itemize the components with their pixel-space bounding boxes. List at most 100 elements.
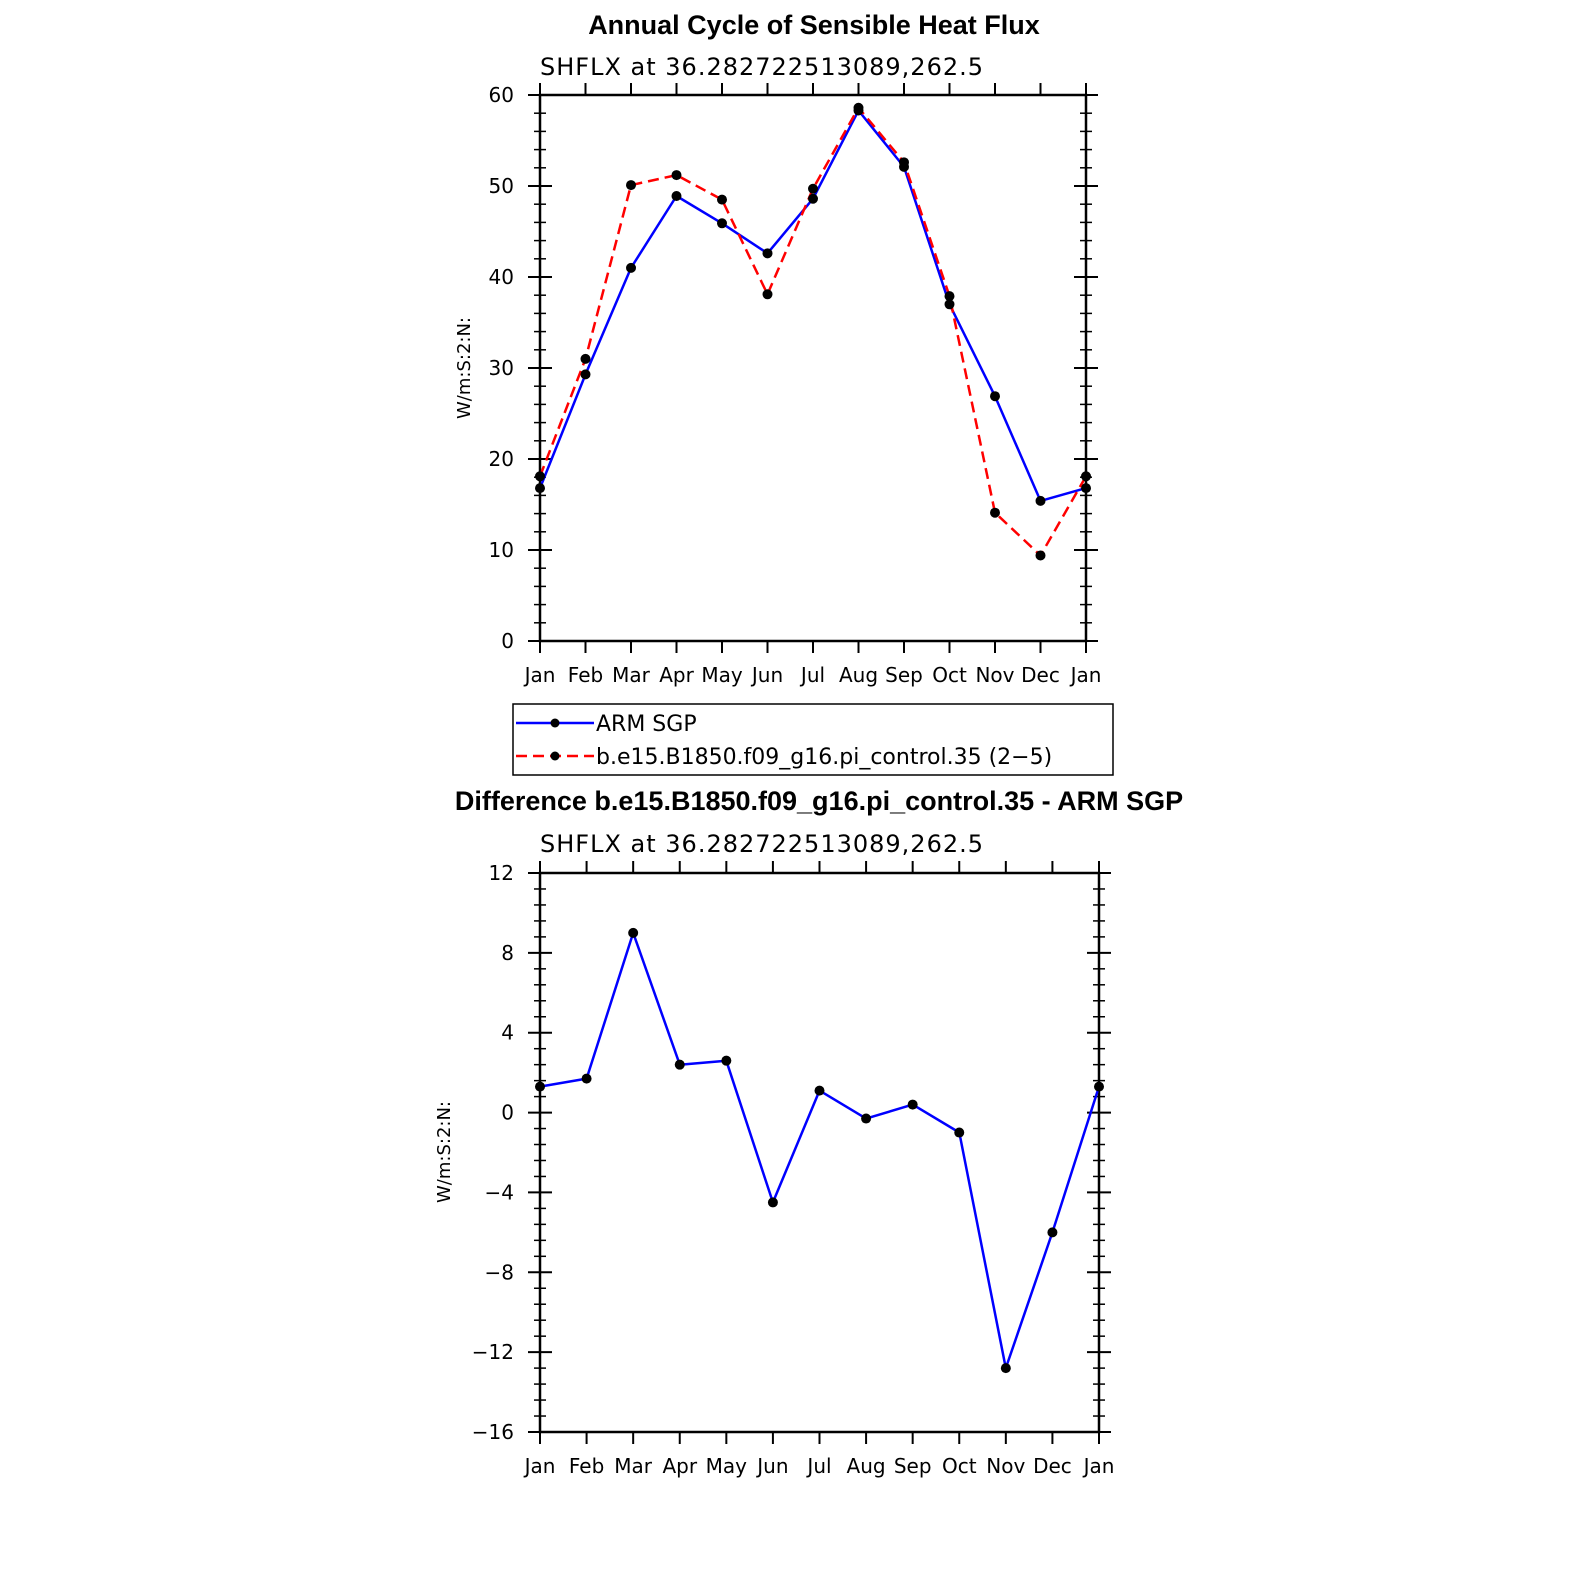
bottom-chart-y-tick-label: −8 <box>485 1260 514 1284</box>
top-chart-series-1-point <box>853 102 864 113</box>
top-chart-y-tick-label: 40 <box>489 265 514 289</box>
bottom-chart-y-tick-label: −4 <box>485 1180 514 1204</box>
bottom-chart-x-tick-label: Mar <box>614 1454 653 1478</box>
top-chart-x-tick-label: Feb <box>568 663 603 687</box>
bottom-chart-series-0-point <box>814 1085 825 1096</box>
bottom-chart-x-tick-label: Sep <box>894 1454 932 1478</box>
top-chart-x-tick-label: Oct <box>932 663 967 687</box>
top-chart-series-1-point <box>762 289 773 300</box>
top-chart-x-tick-label: Aug <box>839 663 878 687</box>
top-chart-series-0-point <box>626 262 636 273</box>
bottom-chart-series-0-point <box>535 1081 545 1092</box>
top-chart-legend: ARM SGP b.e15.B1850.f09_g16.pi_control.3… <box>512 703 1114 776</box>
top-chart-series-0-point <box>535 483 545 494</box>
bottom-chart-x-tick-label: Oct <box>942 1454 977 1478</box>
bottom-chart-series-0-point <box>907 1099 918 1110</box>
bottom-chart-x-tick-label: Apr <box>662 1454 697 1478</box>
top-chart-subtitle: SHFLX at 36.282722513089,262.5 <box>540 53 984 81</box>
top-chart-series-1-line <box>538 106 1088 557</box>
top-chart-x-tick-label: Jun <box>750 663 783 687</box>
bottom-chart-x-tick-label: Feb <box>569 1454 604 1478</box>
top-chart-y-axis-label: W/m:S:2:N: <box>454 317 475 419</box>
top-chart-y-tick-label: 20 <box>489 447 514 471</box>
bottom-chart-series-0-point <box>1094 1081 1104 1092</box>
top-chart-series-0-point <box>671 191 682 202</box>
top-chart-x-tick-label: Dec <box>1021 663 1060 687</box>
top-chart-y-tick-label: 30 <box>489 356 514 380</box>
bottom-chart-series-0-point <box>954 1127 965 1138</box>
top-chart-series-0-point <box>762 248 773 259</box>
top-chart-series-1-point <box>717 194 727 205</box>
top-chart-series-1-point <box>990 507 1000 518</box>
bottom-chart-series-0-point <box>674 1059 685 1070</box>
top-chart-x-tick-label: Jan <box>523 663 556 687</box>
top-chart-series-0-point <box>990 391 1000 402</box>
bottom-chart-series-0-point <box>767 1197 778 1208</box>
legend-label-model: b.e15.B1850.f09_g16.pi_control.35 (2−5) <box>596 745 1052 770</box>
top-chart-x-tick-label: Nov <box>975 663 1014 687</box>
bottom-chart-y-tick-label: −12 <box>472 1340 514 1364</box>
top-chart-title: Annual Cycle of Sensible Heat Flux <box>588 10 1040 40</box>
top-chart-series-1-point <box>535 471 545 482</box>
bottom-chart-y-tick-label: 0 <box>501 1101 514 1125</box>
bottom-chart-x-tick-label: Aug <box>847 1454 886 1478</box>
bottom-chart-axes: Jan Feb Mar Apr May Jun Jul Aug Sep Oct Nov Dec Jan−… <box>472 861 1115 1478</box>
bottom-chart-x-tick-label: Nov <box>986 1454 1025 1478</box>
bottom-chart-x-tick-label: Jan <box>1082 1454 1115 1478</box>
top-chart-series-0-line <box>538 109 1087 503</box>
top-chart-x-tick-label: Jul <box>799 663 825 687</box>
top-chart-y-tick-label: 0 <box>501 629 514 653</box>
top-chart-series-1-point <box>1081 471 1091 482</box>
top-chart-y-tick-label: 10 <box>489 538 514 562</box>
bottom-chart-series-0-point <box>1000 1363 1011 1374</box>
top-chart-plot-area <box>535 102 1091 561</box>
bottom-chart-x-tick-label: Jun <box>755 1454 788 1478</box>
bottom-chart-x-tick-label: May <box>706 1454 748 1478</box>
top-chart-x-tick-label: Apr <box>659 663 694 687</box>
top-chart-x-tick-label: Sep <box>885 663 923 687</box>
bottom-chart-x-tick-label: Dec <box>1033 1454 1072 1478</box>
legend-box <box>512 703 1114 776</box>
top-chart-series-1-point <box>671 170 682 181</box>
top-chart-series-1-point <box>944 291 955 302</box>
top-chart-x-tick-label: May <box>701 663 743 687</box>
bottom-chart-y-tick-label: 8 <box>501 941 514 965</box>
bottom-chart-series-0-point <box>1047 1227 1058 1238</box>
bottom-chart-series-0-point <box>581 1073 592 1084</box>
bottom-chart-frame <box>538 871 1101 1434</box>
bottom-chart-x-tick-label: Jan <box>523 1454 556 1478</box>
legend-entry-obs: ARM SGP <box>516 712 697 737</box>
bottom-chart-y-tick-label: 12 <box>489 861 514 885</box>
legend-marker-obs <box>550 718 560 728</box>
bottom-chart-y-axis-label: W/m:S:2:N: <box>434 1101 455 1203</box>
bottom-chart-plot-area <box>535 927 1104 1374</box>
top-chart-series-0-point <box>717 218 727 229</box>
top-chart-series-0-point <box>1081 483 1091 494</box>
bottom-chart-y-tick-label: −16 <box>472 1420 514 1444</box>
top-chart-series-1-point <box>899 157 909 168</box>
legend-entry-model: b.e15.B1850.f09_g16.pi_control.35 (2−5) <box>516 745 1052 770</box>
top-chart-series-1-point <box>626 180 636 191</box>
top-chart-x-tick-label: Mar <box>612 663 651 687</box>
top-chart-frame <box>538 93 1088 643</box>
top-chart-x-tick-label: Jan <box>1069 663 1102 687</box>
bottom-chart-series-0-point <box>861 1113 872 1124</box>
top-chart-series-0-point <box>1035 495 1046 506</box>
top-chart-series-1-point <box>1035 550 1046 561</box>
top-chart-series-1-point <box>580 353 591 364</box>
bottom-chart-title: Difference b.e15.B1850.f09_g16.pi_contro… <box>455 786 1183 816</box>
bottom-chart-subtitle: SHFLX at 36.282722513089,262.5 <box>540 830 984 858</box>
top-chart-series-0-point <box>808 193 818 204</box>
top-chart-y-tick-label: 60 <box>489 83 514 107</box>
top-chart-y-tick-label: 50 <box>489 174 514 198</box>
bottom-chart-y-tick-label: 4 <box>501 1021 514 1045</box>
bottom-chart-series-0-line <box>539 931 1101 1370</box>
bottom-chart-x-tick-label: Jul <box>805 1454 831 1478</box>
bottom-chart-series-0-point <box>628 927 639 938</box>
top-chart-series-0-point <box>580 369 591 380</box>
top-chart-series-0-point <box>944 299 955 310</box>
top-chart-series-1-point <box>808 183 818 194</box>
legend-marker-model <box>550 751 560 761</box>
top-chart-axes: Jan Feb Mar Apr May Jun Jul Aug Sep Oct Nov Dec Jan 0… <box>489 83 1102 687</box>
